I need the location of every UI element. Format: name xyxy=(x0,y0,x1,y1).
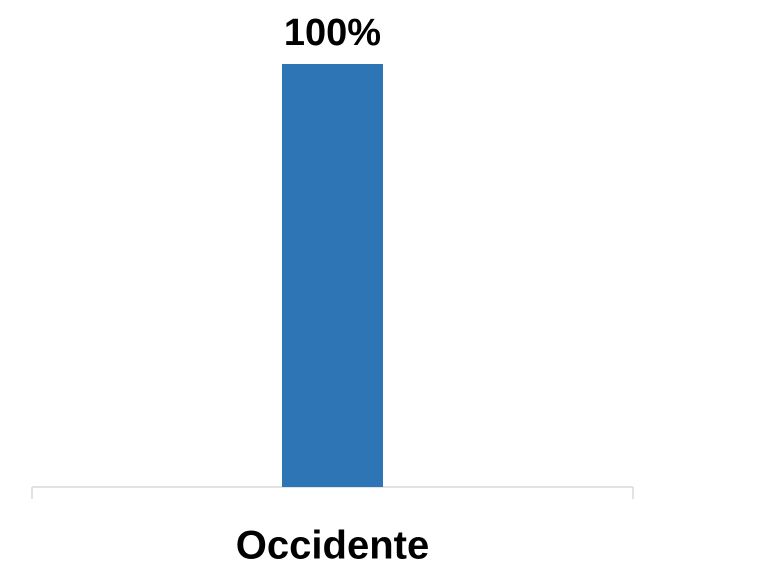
data-label: 100% xyxy=(284,12,381,54)
x-tick-label: Occidente xyxy=(236,524,429,567)
bar xyxy=(282,64,383,487)
